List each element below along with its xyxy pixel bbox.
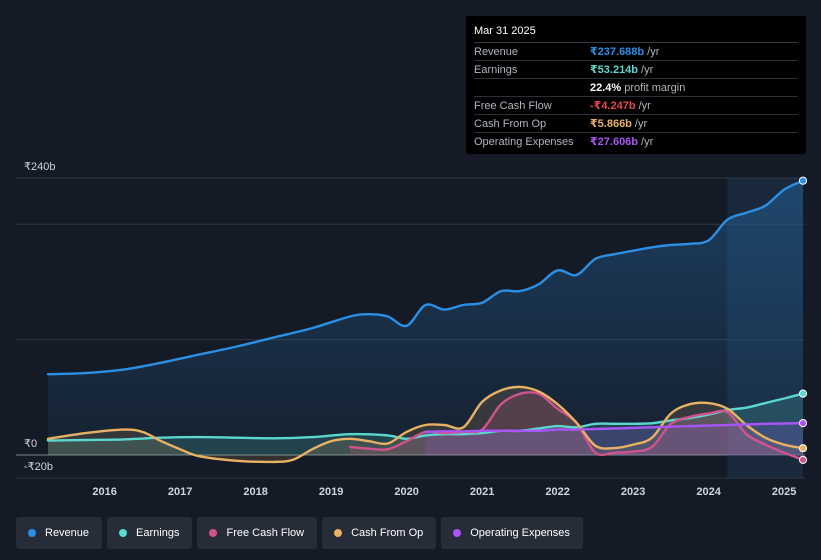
x-tick-label: 2018 bbox=[243, 486, 267, 498]
x-tick-label: 2023 bbox=[621, 486, 645, 498]
tooltip-label: Revenue bbox=[474, 45, 519, 58]
end-dot-operating-expenses bbox=[798, 419, 808, 428]
legend-label: Revenue bbox=[45, 527, 90, 539]
legend-label: Earnings bbox=[136, 527, 180, 539]
area-revenue bbox=[48, 180, 803, 455]
area-free-cash-flow bbox=[350, 392, 803, 460]
tooltip-value: ₹237.688b bbox=[590, 46, 645, 58]
tooltip-value: ₹27.606b bbox=[590, 136, 639, 148]
line-cash-from-op bbox=[46, 385, 805, 464]
legend-item-free-cash-flow[interactable]: Free Cash Flow bbox=[197, 517, 318, 549]
y-tick-label: -₹20b bbox=[24, 461, 53, 473]
legend-item-earnings[interactable]: Earnings bbox=[107, 517, 193, 549]
legend-dot-icon bbox=[453, 529, 462, 537]
tooltip-unit: /yr bbox=[634, 117, 648, 130]
tooltip-unit: /yr bbox=[647, 45, 660, 58]
legend-label: Cash From Op bbox=[351, 527, 424, 539]
end-dot-free-cash-flow bbox=[798, 455, 808, 465]
axis-labels: ₹240b ₹0 -₹20b 2016 2017 2018 2019 2020 2021 2022… bbox=[24, 161, 796, 498]
end-dot-cash-from-op bbox=[798, 444, 808, 453]
tooltip-unit: /yr bbox=[641, 135, 654, 148]
tooltip-label: Free Cash Flow bbox=[474, 99, 552, 112]
line-operating-expenses bbox=[424, 421, 805, 434]
end-dot-revenue bbox=[798, 176, 808, 185]
tooltip-unit: /yr bbox=[638, 99, 651, 112]
y-tick-label: ₹240b bbox=[24, 161, 55, 173]
tooltip-row: Cash From Op ₹5.866b/yr bbox=[474, 115, 798, 133]
legend-label: Free Cash Flow bbox=[226, 527, 305, 539]
x-tick-label: 2024 bbox=[696, 486, 721, 498]
tooltip-value: ₹5.866b bbox=[590, 118, 632, 130]
area-earnings bbox=[48, 393, 803, 455]
x-tick-label: 2019 bbox=[319, 486, 343, 498]
series-lines bbox=[46, 179, 805, 464]
tooltip-value: -₹4.247b bbox=[590, 100, 636, 112]
tooltip-label: Earnings bbox=[474, 63, 518, 76]
x-tick-label: 2022 bbox=[545, 486, 569, 498]
series-end-dots bbox=[798, 176, 808, 465]
tooltip-value: 22.4% bbox=[590, 81, 622, 94]
legend-item-operating-expenses[interactable]: Operating Expenses bbox=[441, 517, 583, 549]
tooltip-date: Mar 31 2025 bbox=[474, 23, 798, 43]
legend-item-revenue[interactable]: Revenue bbox=[16, 517, 103, 549]
legend-dot-icon bbox=[334, 529, 343, 537]
series-areas bbox=[48, 180, 803, 462]
x-tick-label: 2025 bbox=[772, 486, 796, 498]
tooltip-row: Revenue ₹237.688b/yr bbox=[474, 43, 798, 61]
x-tick-label: 2021 bbox=[470, 486, 494, 498]
x-tick-label: 2020 bbox=[394, 486, 418, 498]
tooltip: Mar 31 2025 Revenue ₹237.688b/yr Earnings ₹… bbox=[466, 16, 806, 154]
tooltip-row: Operating Expenses ₹27.606b/yr bbox=[474, 133, 798, 150]
tooltip-label: Operating Expenses bbox=[474, 135, 574, 148]
legend-item-cash-from-op[interactable]: Cash From Op bbox=[322, 517, 437, 549]
legend-dot-icon bbox=[28, 529, 36, 537]
tooltip-value: ₹53.214b bbox=[590, 64, 639, 76]
legend-label: Operating Expenses bbox=[470, 527, 570, 539]
tooltip-unit: profit margin bbox=[624, 81, 686, 94]
line-revenue bbox=[46, 179, 805, 376]
tooltip-label: Cash From Op bbox=[474, 117, 547, 130]
y-tick-label: ₹0 bbox=[24, 438, 37, 450]
tooltip-row: Free Cash Flow -₹4.247b/yr bbox=[474, 97, 798, 115]
end-dot-earnings bbox=[798, 389, 808, 398]
x-tick-label: 2017 bbox=[168, 486, 192, 498]
tooltip-unit: /yr bbox=[641, 63, 654, 76]
legend: Revenue Earnings Free Cash Flow Cash From O… bbox=[16, 517, 583, 549]
area-cash-from-op bbox=[48, 386, 803, 462]
tooltip-row: 22.4% profit margin bbox=[474, 79, 798, 97]
x-tick-label: 2016 bbox=[92, 486, 116, 498]
tooltip-rows: Revenue ₹237.688b/yr Earnings ₹53.214b/yr 22… bbox=[474, 43, 798, 150]
tooltip-row: Earnings ₹53.214b/yr bbox=[474, 61, 798, 79]
legend-dot-icon bbox=[209, 529, 218, 537]
legend-dot-icon bbox=[119, 529, 128, 537]
